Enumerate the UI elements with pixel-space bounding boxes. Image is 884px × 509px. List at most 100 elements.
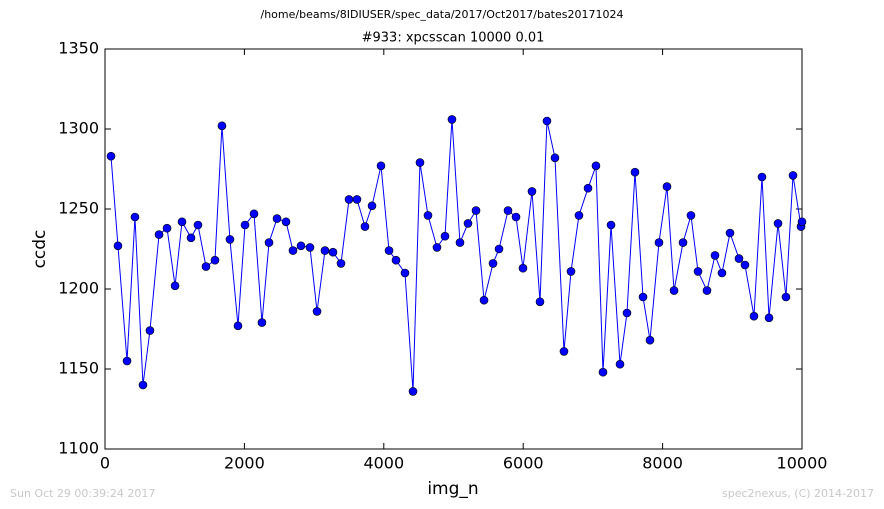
data-point bbox=[145, 326, 155, 335]
data-point bbox=[281, 217, 291, 227]
data-point bbox=[503, 206, 513, 215]
data-point bbox=[249, 209, 259, 219]
data-point bbox=[391, 255, 401, 265]
y-tick-label: 1300 bbox=[58, 119, 99, 138]
data-point bbox=[162, 223, 172, 233]
suptitle: /home/beams/8IDIUSER/spec_data/2017/Oct2… bbox=[261, 8, 624, 21]
data-point bbox=[645, 335, 655, 345]
data-point bbox=[797, 217, 807, 227]
data-point bbox=[693, 267, 703, 276]
y-axis-label: ccdc bbox=[30, 230, 50, 269]
data-point bbox=[440, 231, 450, 241]
y-tick-label: 1150 bbox=[58, 359, 99, 378]
data-point bbox=[106, 151, 116, 161]
data-point bbox=[615, 359, 625, 369]
data-point bbox=[170, 281, 180, 291]
data-point bbox=[154, 230, 164, 239]
x-tick-label: 6000 bbox=[503, 454, 544, 473]
data-point bbox=[272, 214, 282, 223]
data-point bbox=[408, 387, 418, 396]
data-point bbox=[717, 268, 727, 278]
data-point bbox=[432, 243, 442, 252]
data-point bbox=[757, 172, 767, 182]
x-tick-label: 0 bbox=[100, 454, 110, 473]
data-point bbox=[598, 367, 608, 377]
data-point bbox=[360, 222, 370, 231]
data-point bbox=[240, 220, 250, 230]
data-point bbox=[328, 247, 338, 257]
data-point bbox=[638, 292, 648, 302]
data-point bbox=[455, 238, 465, 247]
data-point bbox=[630, 167, 640, 177]
data-point bbox=[686, 211, 696, 220]
data-point bbox=[734, 254, 744, 263]
data-point bbox=[122, 356, 132, 366]
x-tick-label: 10000 bbox=[777, 454, 828, 473]
data-point bbox=[447, 115, 457, 124]
x-tick-label: 2000 bbox=[224, 454, 265, 473]
x-tick-label: 8000 bbox=[642, 454, 683, 473]
series-line bbox=[110, 119, 803, 392]
data-point bbox=[463, 219, 473, 228]
data-point bbox=[233, 321, 243, 331]
data-point bbox=[423, 211, 433, 220]
data-point bbox=[749, 311, 759, 321]
data-point bbox=[130, 212, 140, 222]
data-point bbox=[264, 238, 274, 247]
data-point bbox=[471, 206, 481, 215]
credit: spec2nexus, (C) 2014-2017 bbox=[722, 487, 874, 500]
y-tick-label: 1350 bbox=[58, 39, 99, 58]
data-point bbox=[574, 211, 584, 220]
data-point bbox=[654, 238, 664, 247]
data-point bbox=[210, 255, 220, 265]
data-point bbox=[186, 233, 196, 243]
data-point bbox=[217, 121, 227, 131]
data-point bbox=[740, 260, 750, 270]
data-point bbox=[662, 182, 672, 191]
y-tick-label: 1250 bbox=[58, 199, 99, 218]
data-point bbox=[542, 116, 552, 126]
data-point bbox=[566, 267, 576, 276]
data-point bbox=[702, 286, 712, 295]
data-point bbox=[320, 246, 330, 255]
data-point bbox=[788, 171, 798, 180]
data-point bbox=[710, 251, 720, 260]
y-tick-label: 1100 bbox=[58, 439, 99, 458]
data-point bbox=[193, 220, 203, 230]
y-tick-label: 1200 bbox=[58, 279, 99, 298]
data-point bbox=[376, 161, 386, 171]
data-point bbox=[367, 201, 377, 211]
data-point bbox=[384, 246, 394, 255]
data-point bbox=[583, 183, 593, 193]
data-point bbox=[312, 307, 322, 316]
data-point bbox=[622, 308, 632, 318]
data-point bbox=[352, 195, 362, 204]
data-point bbox=[606, 220, 616, 230]
data-point bbox=[296, 241, 306, 251]
x-axis-label: img_n bbox=[427, 479, 478, 499]
data-point bbox=[488, 259, 498, 268]
data-point bbox=[678, 238, 688, 247]
data-point bbox=[527, 187, 537, 196]
data-point bbox=[781, 292, 791, 302]
data-point bbox=[559, 347, 569, 356]
data-point bbox=[518, 263, 528, 273]
chart-title: #933: xpcsscan 10000 0.01 bbox=[362, 31, 545, 46]
data-point bbox=[344, 195, 354, 204]
timestamp: Sun Oct 29 00:39:24 2017 bbox=[10, 487, 155, 500]
data-point bbox=[591, 161, 601, 171]
data-point bbox=[201, 262, 211, 271]
data-point bbox=[669, 286, 679, 295]
x-tick-label: 4000 bbox=[363, 454, 404, 473]
data-point bbox=[764, 313, 774, 323]
data-point bbox=[415, 158, 425, 167]
data-point bbox=[177, 217, 187, 227]
data-point bbox=[550, 153, 560, 163]
data-point bbox=[305, 243, 315, 252]
data-point bbox=[225, 235, 235, 244]
data-point bbox=[479, 295, 489, 305]
data-point bbox=[511, 212, 521, 222]
data-point bbox=[400, 268, 410, 278]
data-point bbox=[138, 380, 148, 390]
